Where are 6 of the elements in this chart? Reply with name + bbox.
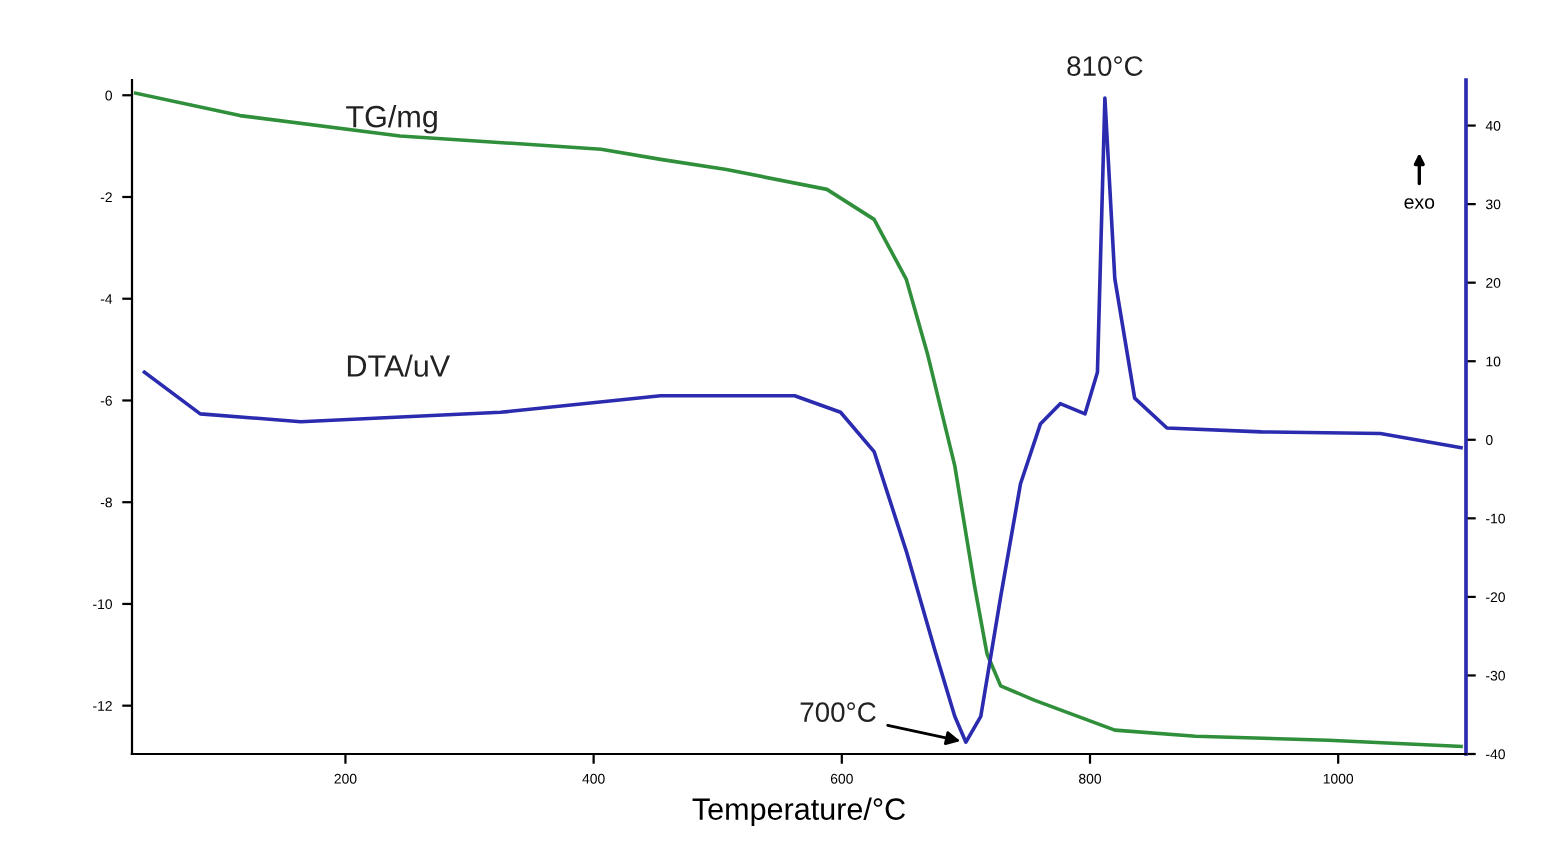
x-axis-title: Temperature/°C [692,797,905,826]
annotation: exo [1404,198,1435,209]
text: 810°C [1067,56,1143,76]
series-label: DTA/uV [347,354,451,377]
series-label: TG/mg [346,105,437,134]
annotation: 700°C [800,702,876,722]
